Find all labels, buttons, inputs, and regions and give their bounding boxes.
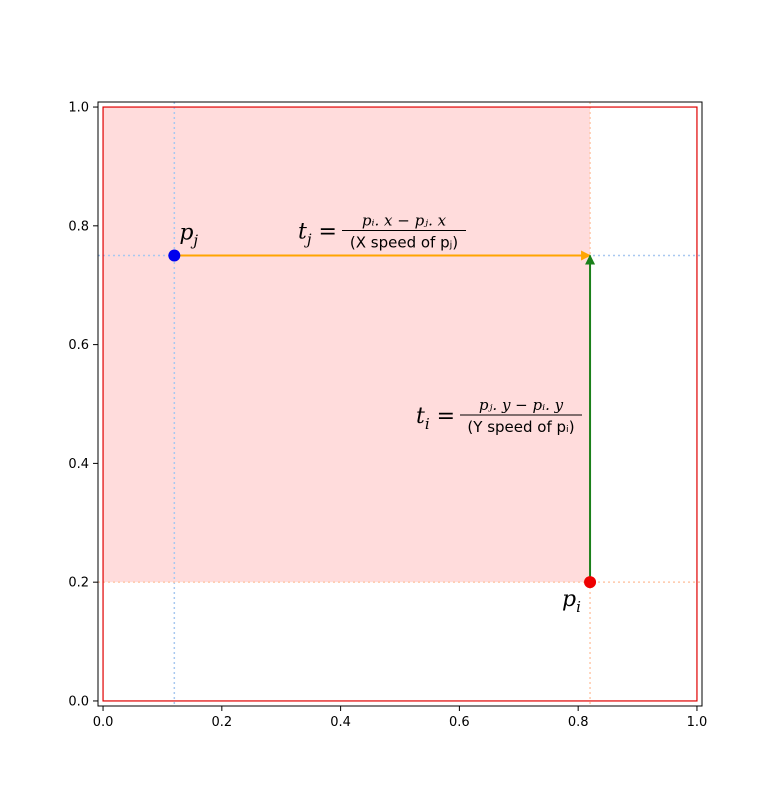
annotation-tj: tj = pᵢ. x − pⱼ. x (X speed of pⱼ): [298, 212, 466, 252]
annotation-ti-lhs: ti =: [416, 404, 455, 433]
x-tick-label: 0.2: [211, 715, 232, 730]
boundary-box: [102, 106, 698, 702]
axes-frame: [97, 101, 703, 707]
point-label-pj: pj: [179, 221, 198, 250]
y-tick-label: 0.8: [68, 219, 89, 234]
annotation-ti-numerator: pⱼ. y − pᵢ. y: [479, 396, 564, 414]
annotation-ti-denominator: (Y speed of pᵢ): [467, 418, 574, 436]
annotation-tj-numerator: pᵢ. x − pⱼ. x: [362, 212, 447, 230]
point-label-pi: pi: [562, 587, 581, 616]
annotation-tj-lhs: tj =: [298, 220, 337, 249]
point-pi: [584, 576, 597, 589]
point-pj: [168, 249, 181, 262]
x-tick-label: 0.4: [330, 715, 351, 730]
x-tick-label: 0.8: [568, 715, 589, 730]
annotation-tj-denominator: (X speed of pⱼ): [350, 234, 458, 252]
x-tick-label: 0.0: [93, 715, 114, 730]
x-tick-label: 0.6: [449, 715, 470, 730]
y-tick-label: 0.0: [68, 694, 89, 709]
y-tick-label: 0.6: [68, 338, 89, 353]
y-tick-label: 1.0: [68, 101, 89, 116]
shaded-region: [103, 107, 591, 583]
annotation-ti: ti = pⱼ. y − pᵢ. y (Y speed of pᵢ): [416, 396, 582, 436]
y-tick-label: 0.2: [68, 576, 89, 591]
y-tick-label: 0.4: [68, 457, 89, 472]
x-tick-label: 1.0: [687, 715, 708, 730]
